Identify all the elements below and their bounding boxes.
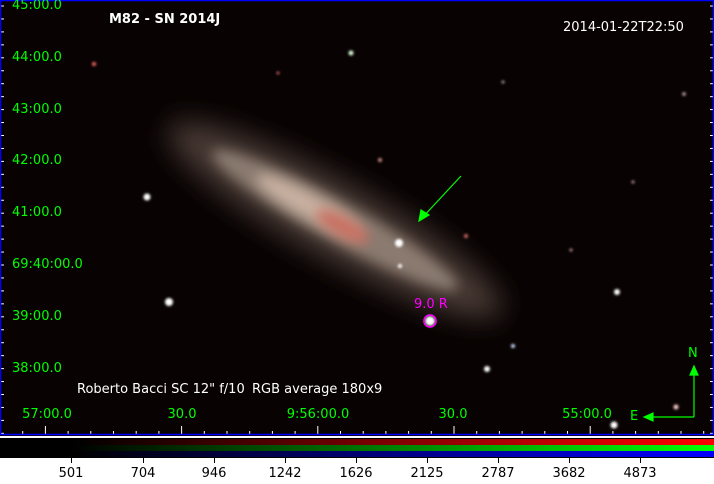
processing-text: RGB average 180x9 bbox=[252, 382, 383, 397]
colorbar-tick-label: 1242 bbox=[268, 466, 302, 481]
dec-label: 69:40:00.0 bbox=[12, 257, 83, 272]
stars bbox=[92, 50, 686, 429]
colorbar[interactable] bbox=[0, 438, 714, 458]
dec-label: 42:00.0 bbox=[12, 153, 62, 169]
colorbar-green bbox=[0, 445, 714, 451]
credit-text: Roberto Bacci SC 12" f/10 bbox=[77, 382, 245, 397]
compass-north-label: N bbox=[688, 346, 698, 361]
star-magnitude-label: 9.0 R bbox=[414, 297, 448, 312]
colorbar-tick bbox=[640, 458, 641, 463]
dec-label: 43:00.0 bbox=[12, 101, 62, 117]
colorbar-tick-label: 2125 bbox=[410, 466, 444, 481]
supernova-arrow[interactable] bbox=[418, 175, 462, 223]
colorbar-red bbox=[0, 439, 714, 445]
colorbar-tick-label: 3682 bbox=[552, 466, 586, 481]
ra-label: 55:00.0 bbox=[562, 407, 612, 422]
timestamp: 2014-01-22T22:50 bbox=[563, 20, 684, 35]
colorbar-tick-label: 501 bbox=[58, 466, 84, 481]
galaxy-m82 bbox=[167, 122, 503, 318]
colorbar-tick-label: 2787 bbox=[481, 466, 515, 481]
colorbar-tick-label: 4873 bbox=[623, 466, 657, 481]
dec-label: 44:00.0 bbox=[12, 49, 62, 65]
colorbar-tick-label: 1626 bbox=[339, 466, 373, 481]
colorbar-tick bbox=[569, 458, 570, 463]
colorbar-tick bbox=[356, 458, 357, 463]
colorbar-tick bbox=[285, 458, 286, 463]
image-title: M82 - SN 2014J bbox=[109, 12, 221, 27]
colorbar-tick bbox=[214, 458, 215, 463]
ra-label: 57:00.0 bbox=[22, 407, 72, 422]
colorbar-tick bbox=[427, 458, 428, 463]
ra-label: 30.0 bbox=[167, 407, 197, 422]
dec-label: 39:00.0 bbox=[12, 308, 62, 324]
sky-image bbox=[0, 0, 714, 436]
colorbar-tick bbox=[498, 458, 499, 463]
image-frame[interactable]: M82 - SN 2014J 2014-01-22T22:50 Roberto … bbox=[0, 0, 714, 436]
ra-label: 9:56:00.0 bbox=[286, 407, 350, 422]
colorbar-tick bbox=[143, 458, 144, 463]
star-marker-circle[interactable] bbox=[423, 314, 437, 328]
dec-label: 45:00.0 bbox=[12, 0, 62, 13]
colorbar-tick-label: 704 bbox=[130, 466, 156, 481]
compass-east-label: E bbox=[630, 409, 639, 424]
colorbar-tick-label: 946 bbox=[201, 466, 227, 481]
ra-label: 30.0 bbox=[438, 407, 468, 422]
dec-label: 41:00.0 bbox=[12, 205, 62, 221]
colorbar-tick bbox=[71, 458, 72, 463]
dec-label: 38:00.0 bbox=[12, 360, 62, 376]
compass-arrows bbox=[642, 364, 699, 422]
colorbar-blue bbox=[0, 451, 714, 457]
